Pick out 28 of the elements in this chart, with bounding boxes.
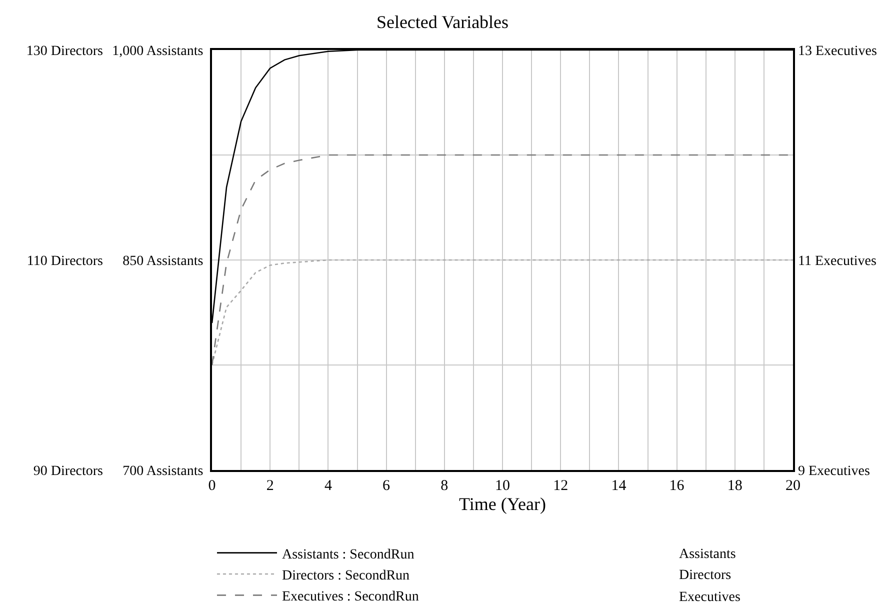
legend-label: Assistants : SecondRun: [282, 547, 414, 562]
y3-tick-label: 9 Executives: [798, 464, 870, 479]
x-tick-label: 14: [611, 478, 627, 494]
y2-tick-label: 130 Directors: [26, 44, 103, 59]
y-tick-label: 700 Assistants: [122, 464, 204, 479]
y-tick-label: 850 Assistants: [122, 254, 204, 269]
y-tick-label: 1,000 Assistants: [112, 44, 204, 59]
legend-label: Executives : SecondRun: [282, 590, 419, 605]
x-axis-title: Time (Year): [458, 494, 546, 514]
y3-tick-label: 13 Executives: [798, 44, 877, 59]
x-tick-label: 10: [495, 478, 510, 494]
x-tick-label: 20: [786, 478, 800, 494]
text: Directors: [679, 568, 732, 583]
x-tick-label: 18: [727, 478, 742, 494]
legend-label: Directors : SecondRun: [282, 568, 410, 584]
x-tick-label: 16: [669, 478, 685, 494]
x-tick-label: 6: [382, 478, 391, 494]
x-tick-label: 2: [266, 478, 274, 494]
x-tick-label: 4: [324, 478, 332, 494]
x-tick-label: 0: [208, 478, 216, 494]
y2-tick-label: 110 Directors: [26, 254, 103, 269]
chart-title: Selected Variables: [376, 12, 509, 32]
y2-tick-label: 90 Directors: [33, 464, 103, 479]
x-tick-label: 12: [553, 478, 568, 494]
y3-tick-label: 11 Executives: [798, 254, 876, 269]
text: Assistants: [679, 547, 736, 562]
text: Executives: [679, 590, 740, 605]
x-tick-label: 8: [440, 478, 448, 494]
